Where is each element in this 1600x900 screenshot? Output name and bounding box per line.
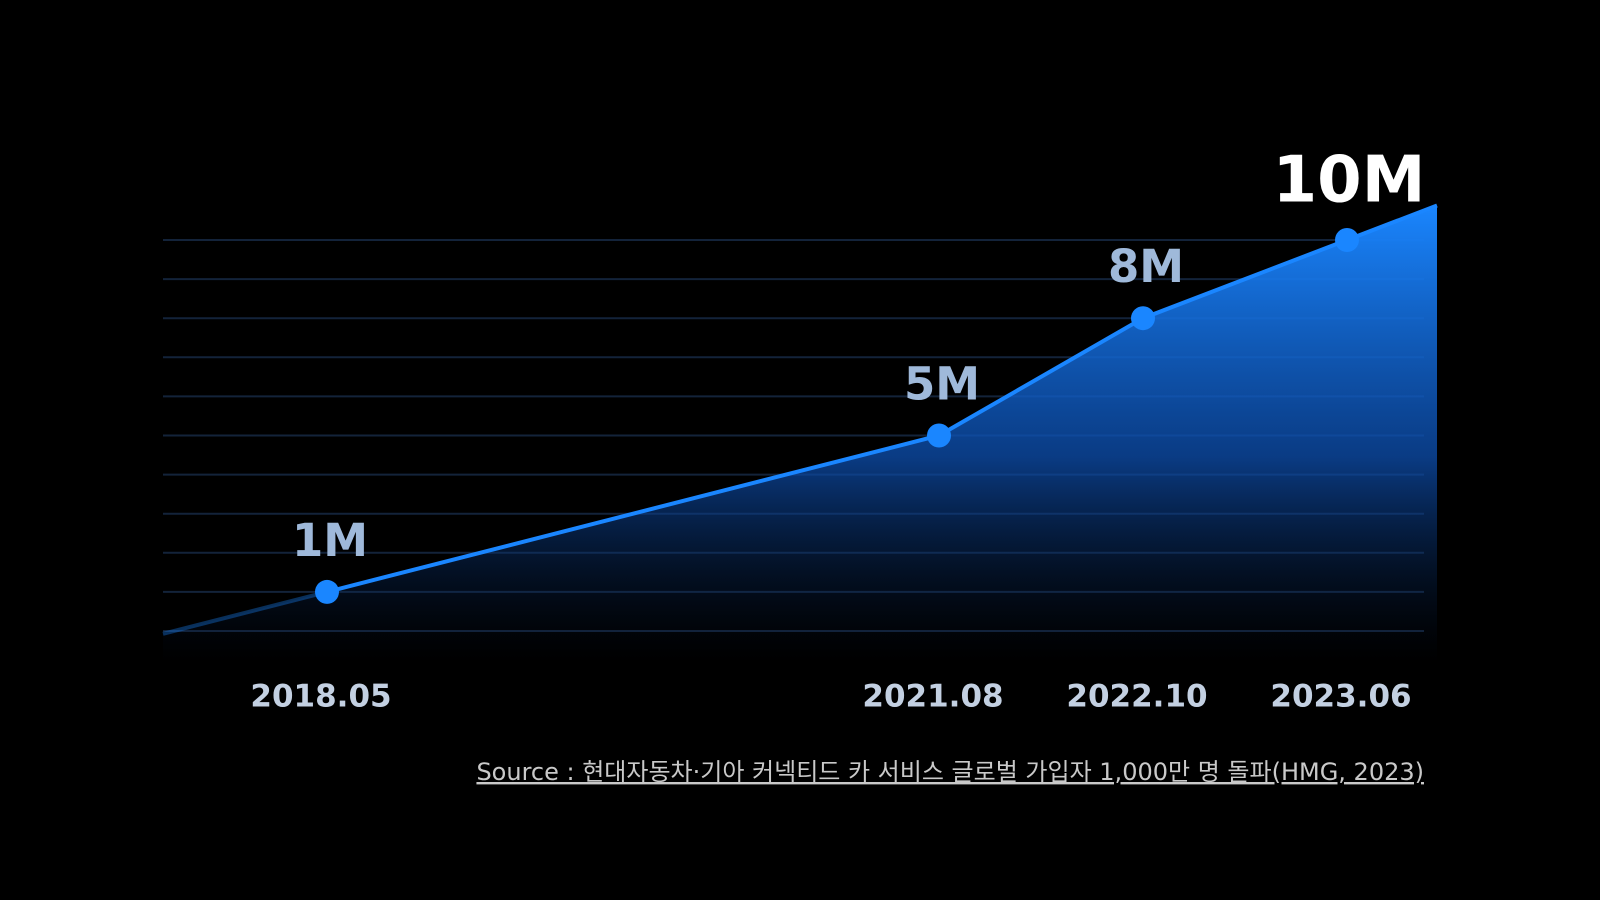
x-tick-label: 2021.08	[862, 679, 1003, 715]
value-label: 5M	[904, 358, 980, 411]
x-tick-label: 2023.06	[1270, 679, 1411, 715]
line	[326, 238, 1348, 594]
x-tick-label: 2018.05	[250, 679, 391, 715]
data-point	[1335, 228, 1359, 252]
value-label: 1M	[292, 514, 368, 567]
value-label: 10M	[1273, 144, 1426, 218]
value-label: 8M	[1108, 240, 1184, 293]
data-point	[1131, 306, 1155, 331]
x-tick-label: 2022.10	[1066, 679, 1207, 715]
data-point	[315, 579, 339, 604]
area	[163, 205, 1437, 663]
trend-extension	[1346, 203, 1438, 242]
trend-extension	[162, 589, 328, 636]
source-link[interactable]: Source : 현대자동차·기아 커넥티드 카 서비스 글로벌 가입자 1,0…	[476, 758, 1424, 786]
data-point	[927, 423, 951, 448]
